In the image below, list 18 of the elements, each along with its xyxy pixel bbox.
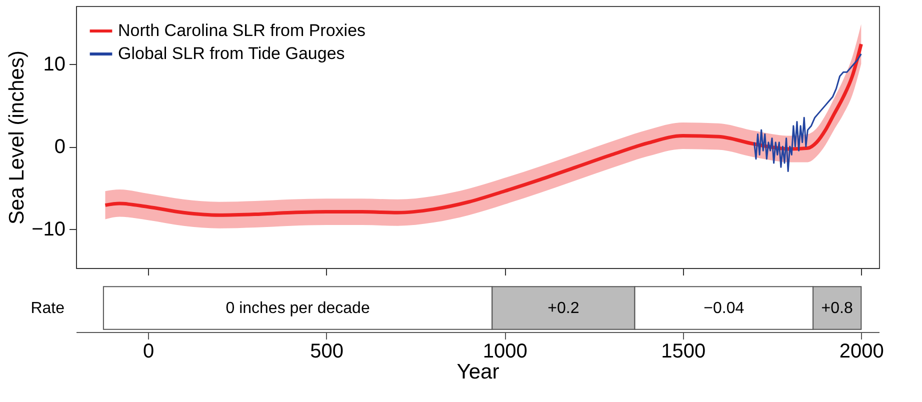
- y-tick-label: −10: [32, 218, 66, 241]
- x-tick-label: 1500: [661, 340, 706, 362]
- x-axis-title: Year: [456, 360, 500, 384]
- annotation: +0.8: [821, 300, 853, 317]
- y-axis-title: Sea Level (inches): [6, 50, 29, 224]
- x-tick-label: 500: [310, 340, 344, 362]
- annotation: −0.04: [704, 300, 744, 317]
- y-tick-label: 0: [54, 136, 66, 158]
- annotation: 0 inches per decade: [226, 300, 370, 317]
- y-tick-label: 10: [43, 53, 66, 76]
- annotation: +0.2: [548, 300, 580, 317]
- y-tick-label: Rate: [30, 300, 65, 317]
- x-tick-label: 1000: [482, 340, 528, 362]
- x-tick-label: 0: [142, 340, 154, 362]
- line-series: [753, 53, 862, 172]
- x-tick-label: 2000: [839, 340, 884, 362]
- legend-label: Global SLR from Tide Gauges: [118, 44, 345, 63]
- legend-label: North Carolina SLR from Proxies: [118, 21, 366, 40]
